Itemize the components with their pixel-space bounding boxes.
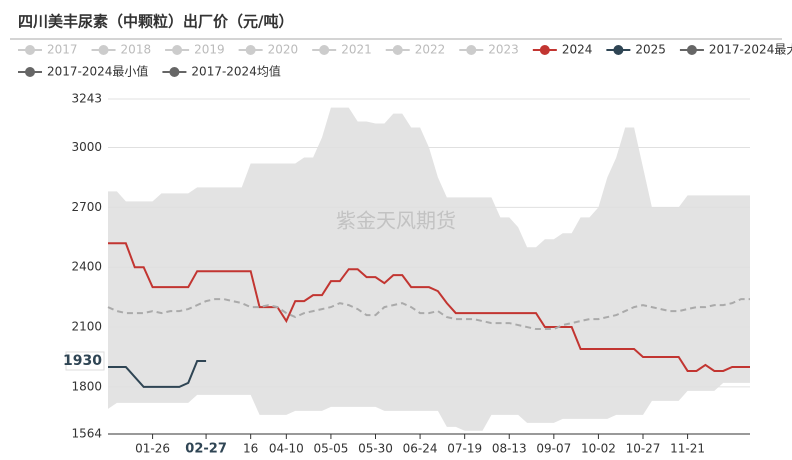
y-tick-label: 3000 — [71, 140, 102, 154]
x-tick-label: 07-19 — [447, 442, 482, 456]
y-tick-label: 2400 — [71, 260, 102, 274]
series-line — [108, 242, 750, 372]
legend-icon — [319, 45, 330, 55]
y-tick-label: 2700 — [71, 200, 102, 214]
x-tick-label: 05-05 — [313, 442, 348, 456]
x-tick-label: 06-24 — [403, 442, 438, 456]
last-value-box — [65, 351, 105, 371]
x-tick-label: 16 — [243, 442, 258, 456]
x-tick-label: 05-30 — [358, 442, 393, 456]
legend-label[interactable]: 2017-2024均值 — [191, 64, 280, 79]
legend-label[interactable]: 2017 — [47, 43, 78, 57]
legend-label[interactable]: 2025 — [635, 43, 666, 57]
x-tick-label: 10-02 — [581, 442, 616, 456]
legend-icon — [245, 45, 256, 55]
y-tick-label: 2100 — [71, 320, 102, 334]
y-tick-label: 1564 — [71, 427, 102, 441]
legend-label[interactable]: 2022 — [415, 43, 446, 57]
legend-icon — [466, 45, 477, 55]
y-tick-label: 1800 — [71, 379, 102, 393]
legend-label[interactable]: 2020 — [268, 43, 299, 57]
legend-label[interactable]: 2019 — [194, 43, 225, 57]
x-tick-label: 01-26 — [135, 442, 170, 456]
chart-title: 四川美丰尿素（中颗粒）出厂价（元/吨） — [18, 13, 293, 31]
legend-icon — [172, 45, 183, 55]
min-max-band — [108, 107, 750, 431]
legend-icon — [25, 67, 35, 77]
legend-icon — [613, 45, 624, 55]
y-tick-label: 3243 — [71, 92, 102, 106]
legend-label[interactable]: 2017-2024最大值 — [709, 42, 792, 57]
legend-label[interactable]: 2017-2024最小值 — [47, 64, 148, 79]
x-tick-label: 04-10 — [269, 442, 304, 456]
legend-icon — [686, 45, 697, 55]
x-tick-label: 11-21 — [670, 442, 705, 456]
legend-icon — [98, 45, 109, 55]
x-tick-label: 10-27 — [626, 442, 661, 456]
watermark: 紫金天风期货 — [336, 209, 456, 233]
legend-icon — [392, 45, 403, 55]
legend-icon — [539, 45, 550, 55]
series-line — [108, 359, 207, 388]
legend-icon — [169, 67, 180, 77]
legend-icon — [25, 45, 35, 55]
legend-label[interactable]: 2018 — [121, 43, 152, 57]
x-tick-label: 02-27 — [185, 442, 227, 457]
legend-label[interactable]: 2021 — [341, 43, 372, 57]
x-tick-label: 09-07 — [536, 442, 571, 456]
legend-label[interactable]: 2024 — [562, 43, 593, 57]
mean-line — [107, 298, 750, 331]
x-tick-label: 08-13 — [492, 442, 527, 456]
last-value-label: 1930 — [63, 353, 102, 369]
legend-label[interactable]: 2023 — [488, 43, 519, 57]
